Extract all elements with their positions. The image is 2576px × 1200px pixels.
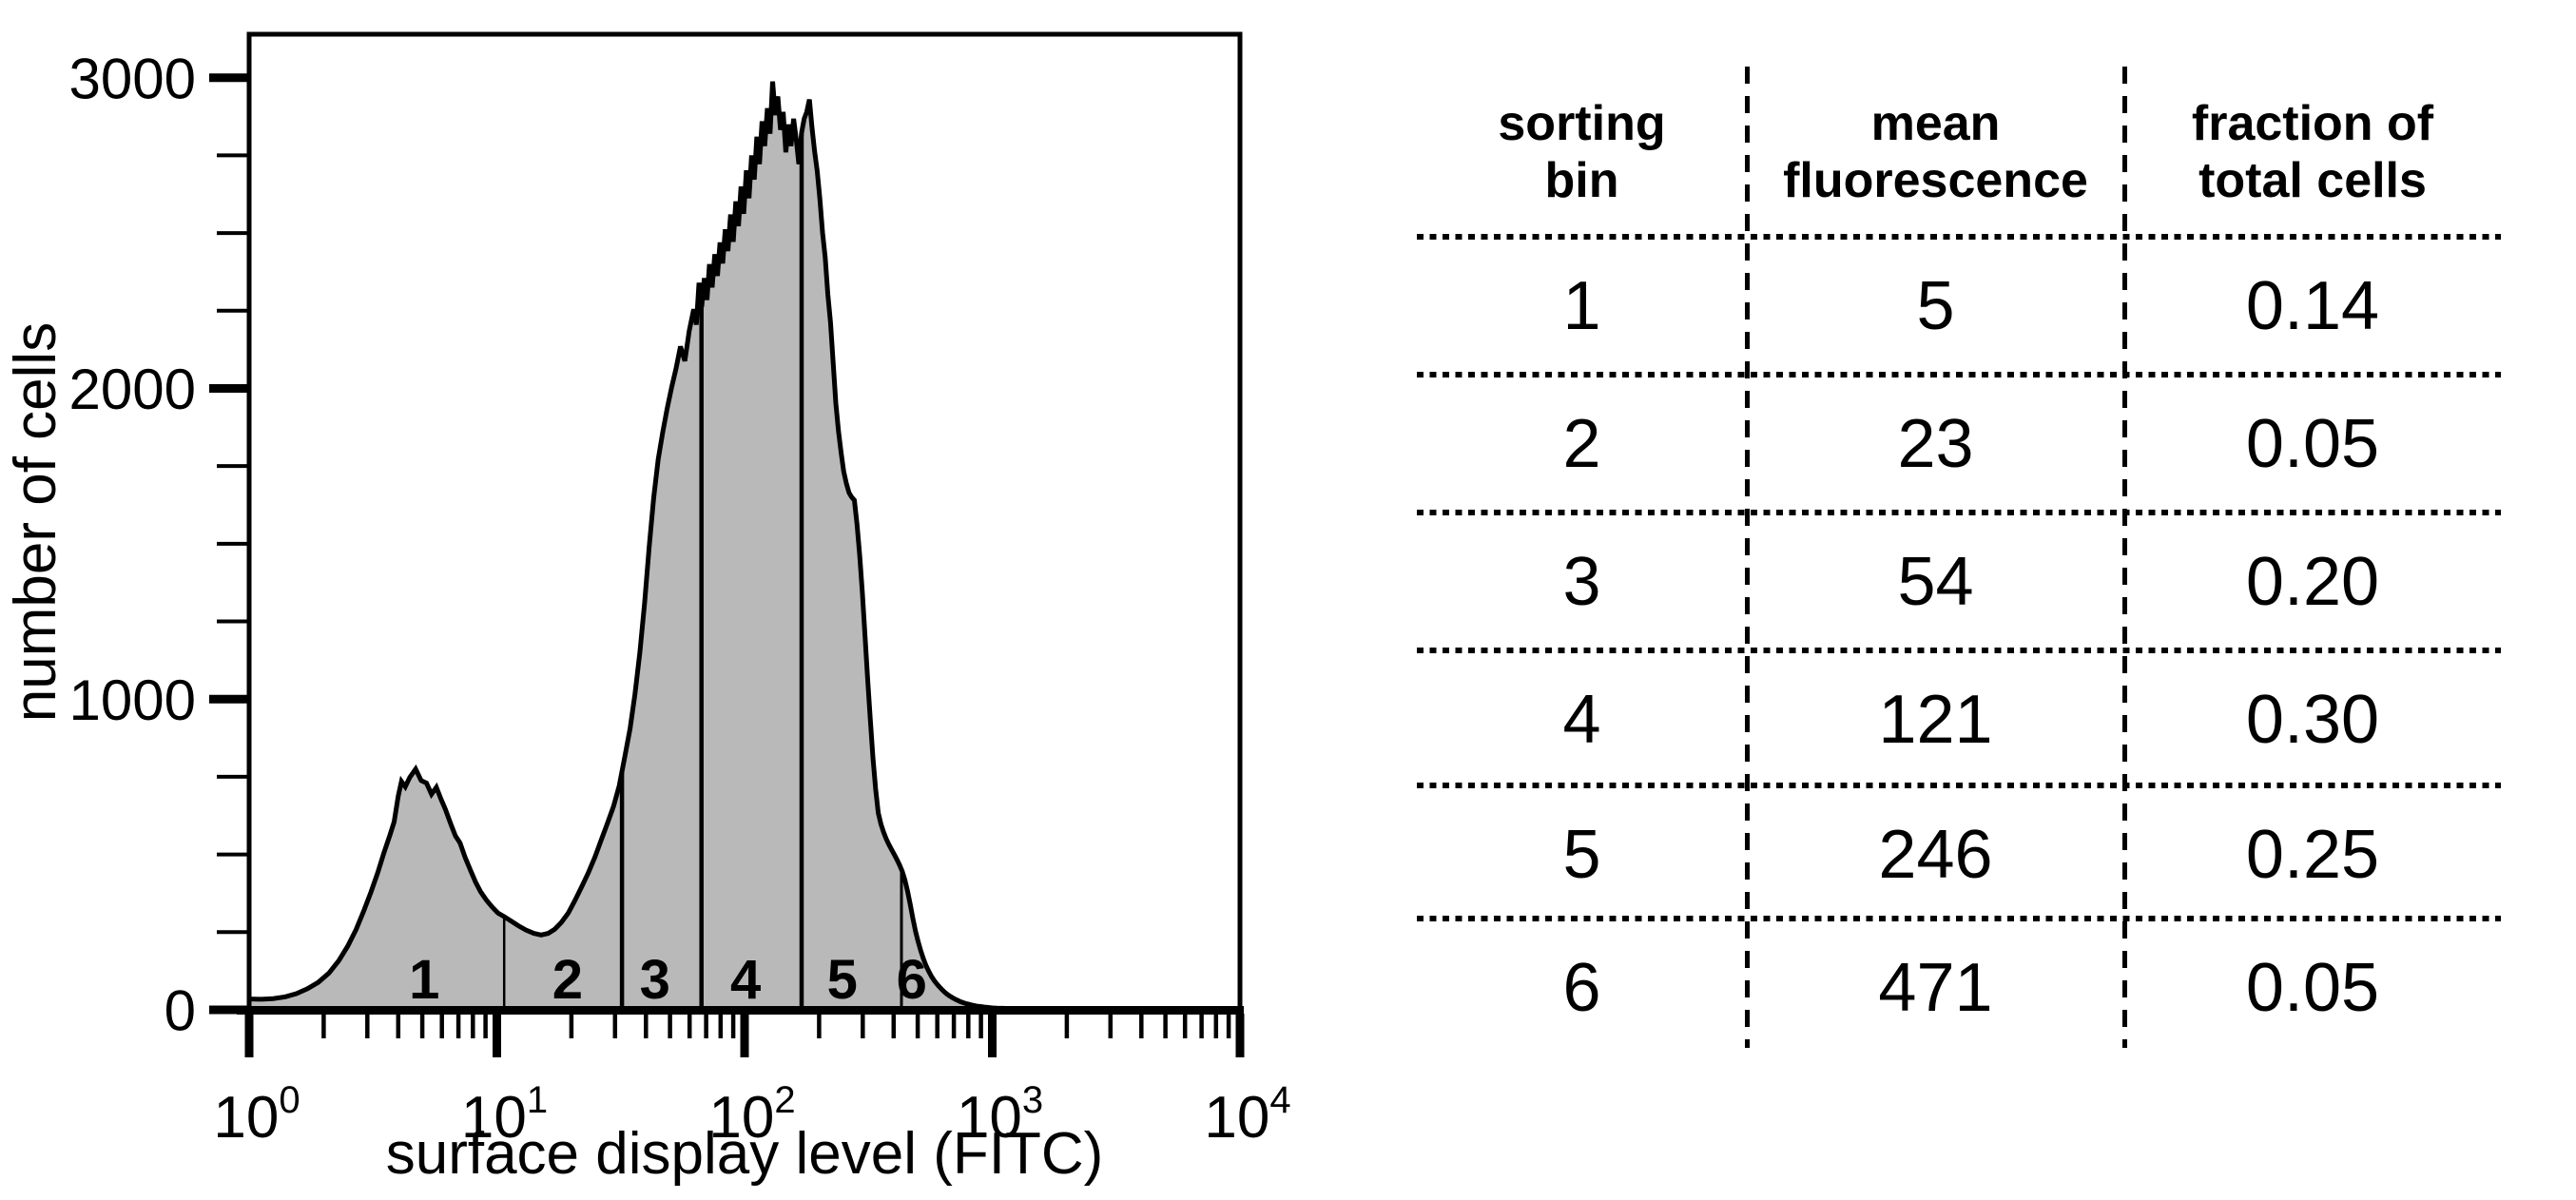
x-axis-line xyxy=(237,1006,1244,1015)
cell-fraction: 0.14 xyxy=(2245,267,2380,344)
x-axis-label: surface display level (FITC) xyxy=(386,1121,1104,1187)
cell-fraction: 0.05 xyxy=(2245,949,2380,1026)
table-row: 2 23 0.05 xyxy=(1417,375,2501,513)
header-line: mean xyxy=(1870,95,2001,151)
cell-fraction: 0.25 xyxy=(2245,816,2380,893)
table-row: 4 121 0.30 xyxy=(1417,650,2501,788)
table-header-row: sorting bin mean fluorescence fraction o… xyxy=(1417,67,2501,237)
x-tick-exponent: 1 xyxy=(527,1079,548,1121)
cell-mean-fluorescence: 54 xyxy=(1897,543,1974,620)
header-line: fluorescence xyxy=(1783,152,2088,208)
y-tick-label: 1000 xyxy=(69,668,196,732)
column-divider-dashed-line xyxy=(2122,67,2127,1048)
row-divider-dotted-line xyxy=(1417,783,2501,788)
column-header-mean-fluorescence: mean fluorescence xyxy=(1747,67,2124,237)
cell-bin: 3 xyxy=(1562,543,1601,620)
histogram-area xyxy=(249,81,1240,1010)
cell-mean-fluorescence: 246 xyxy=(1878,816,1993,893)
x-tick-label: 104 xyxy=(1204,1079,1290,1151)
x-tick-exponent: 0 xyxy=(279,1079,300,1121)
table-row: 1 5 0.14 xyxy=(1417,237,2501,375)
y-axis-label: number of cells xyxy=(3,322,68,722)
header-line: bin xyxy=(1544,152,1619,208)
row-divider-dotted-line xyxy=(1417,648,2501,653)
cell-mean-fluorescence: 5 xyxy=(1916,267,1955,344)
row-divider-dotted-line xyxy=(1417,234,2501,240)
bin-number-label: 2 xyxy=(552,949,583,1011)
cell-bin: 4 xyxy=(1562,681,1601,758)
plot-border xyxy=(246,31,1243,1010)
column-divider-dashed-line xyxy=(1745,67,1750,1048)
y-axis: 0 1000 2000 3000 xyxy=(69,47,249,1043)
header-line: sorting xyxy=(1498,95,1666,151)
column-header-fraction-of-total-cells: fraction of total cells xyxy=(2124,67,2501,237)
table-row: 6 471 0.05 xyxy=(1417,919,2501,1056)
y-tick-label: 3000 xyxy=(69,47,196,110)
row-divider-dotted-line xyxy=(1417,372,2501,377)
bin-number-label: 4 xyxy=(730,949,761,1011)
y-tick-label: 2000 xyxy=(69,358,196,421)
cell-fraction: 0.20 xyxy=(2245,543,2380,620)
row-divider-dotted-line xyxy=(1417,510,2501,515)
table-row: 3 54 0.20 xyxy=(1417,513,2501,650)
cell-mean-fluorescence: 23 xyxy=(1897,405,1974,482)
x-tick-exponent: 2 xyxy=(774,1079,795,1121)
cell-bin: 1 xyxy=(1562,267,1601,344)
bin-number-label: 1 xyxy=(409,949,439,1011)
x-tick-exponent: 3 xyxy=(1022,1079,1043,1121)
histogram-outline xyxy=(248,81,1240,1012)
x-tick-label: 101 xyxy=(461,1079,548,1151)
column-header-sorting-bin: sorting bin xyxy=(1417,67,1747,237)
cell-bin: 5 xyxy=(1562,816,1601,893)
row-divider-dotted-line xyxy=(1417,916,2501,921)
cell-mean-fluorescence: 471 xyxy=(1878,949,1993,1026)
x-tick-exponent: 4 xyxy=(1269,1079,1290,1121)
cell-fraction: 0.30 xyxy=(2245,681,2380,758)
bin-number-label: 3 xyxy=(640,949,670,1011)
cell-bin: 6 xyxy=(1562,949,1601,1026)
cell-mean-fluorescence: 121 xyxy=(1878,681,1993,758)
bin-number-label: 5 xyxy=(827,949,858,1011)
x-tick-label: 100 xyxy=(213,1079,300,1151)
header-line: fraction of xyxy=(2191,95,2434,151)
cell-fraction: 0.05 xyxy=(2245,405,2380,482)
cell-bin: 2 xyxy=(1562,405,1601,482)
y-tick-label: 0 xyxy=(165,979,196,1043)
table-row: 5 246 0.25 xyxy=(1417,785,2501,923)
bin-number-label: 6 xyxy=(897,949,927,1011)
sorting-bin-table: sorting bin mean fluorescence fraction o… xyxy=(1417,67,2501,1055)
bin-dividers xyxy=(502,132,903,1010)
header-line: total cells xyxy=(2198,152,2427,208)
